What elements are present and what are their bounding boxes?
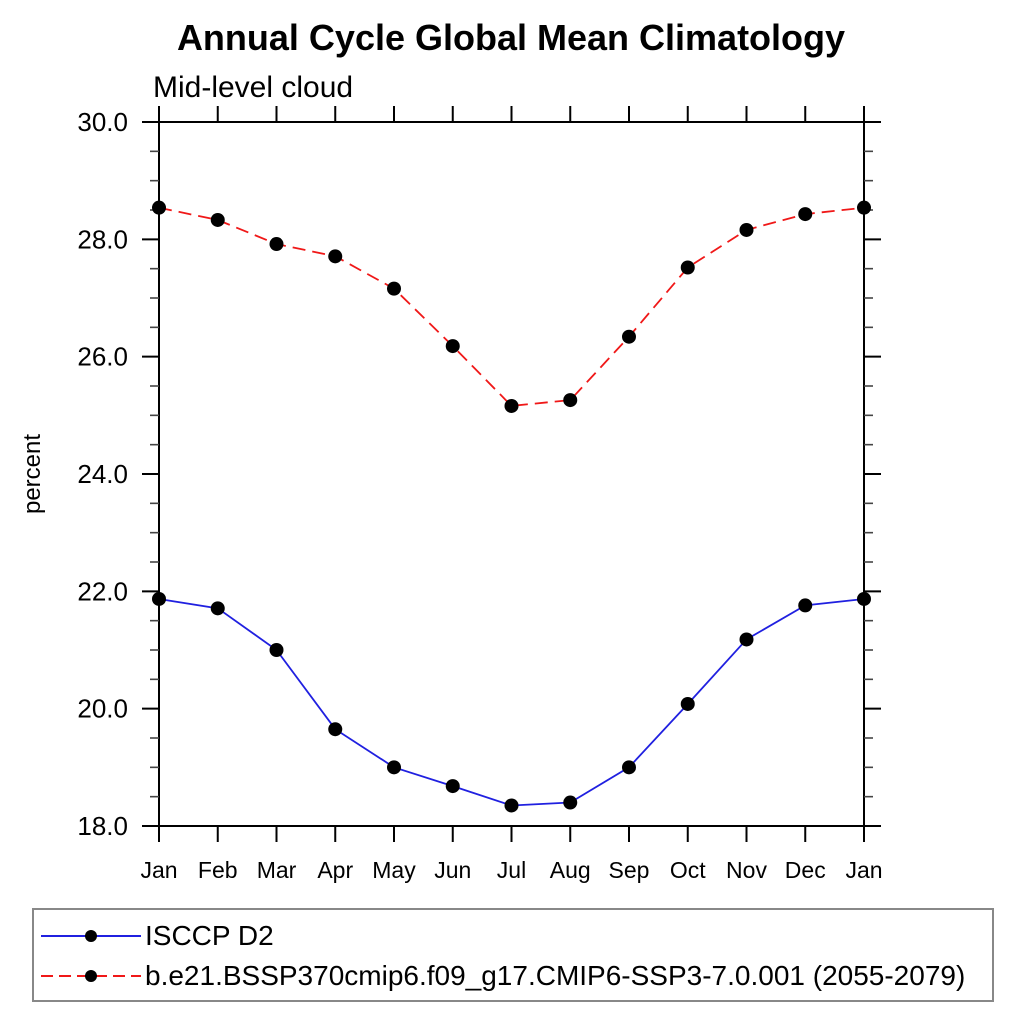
data-point-marker xyxy=(445,779,460,794)
x-tick-label: Apr xyxy=(317,857,353,883)
data-point-marker xyxy=(152,200,166,215)
data-point-marker xyxy=(387,281,401,296)
data-point-marker xyxy=(504,398,519,413)
y-axis-label: percent xyxy=(19,434,46,514)
x-tick-label: Jul xyxy=(497,857,526,883)
data-point-marker xyxy=(857,200,871,215)
legend-label: ISCCP D2 xyxy=(145,920,274,951)
axis-frame xyxy=(158,121,865,827)
y-tick-label: 22.0 xyxy=(77,576,128,606)
x-tick-label: Oct xyxy=(670,857,706,883)
legend-item: ISCCP D2 xyxy=(39,922,274,950)
x-tick-label: Mar xyxy=(257,857,297,883)
legend: ISCCP D2 b.e21.BSSP370cmip6.f09_g17.CMIP… xyxy=(32,908,994,1002)
legend-marker xyxy=(85,970,97,982)
x-tick-label: Feb xyxy=(198,857,238,883)
x-tick-label: Jun xyxy=(434,857,471,883)
data-point-marker xyxy=(504,798,519,813)
x-tick-label: Sep xyxy=(609,857,650,883)
y-tick-label: 18.0 xyxy=(77,811,128,841)
y-tick-label: 28.0 xyxy=(77,224,128,254)
data-point-marker xyxy=(210,212,225,227)
chart-subtitle: Mid-level cloud xyxy=(153,71,353,104)
legend-label: b.e21.BSSP370cmip6.f09_g17.CMIP6-SSP3-7.… xyxy=(145,960,966,991)
series-line-1 xyxy=(158,206,865,407)
data-point-marker xyxy=(328,249,343,264)
data-point-marker xyxy=(622,760,636,775)
x-tick-label: May xyxy=(372,857,416,883)
plot-area: Jan Feb Mar Apr May Jun Jul Aug Sep Oct Nov Dec Jan 1… xyxy=(77,106,883,883)
data-point-marker xyxy=(152,591,166,606)
chart-title: Annual Cycle Global Mean Climatology xyxy=(177,17,845,58)
legend-sample-0 xyxy=(41,930,141,942)
series-line-0 xyxy=(158,598,865,807)
data-point-marker xyxy=(387,760,401,775)
y-tick-label: 30.0 xyxy=(77,107,128,137)
x-tick-label: Nov xyxy=(726,857,767,883)
legend-sample-1 xyxy=(41,970,141,982)
x-tick-label: Jan xyxy=(140,857,177,883)
data-point-marker xyxy=(739,632,754,647)
data-point-marker xyxy=(269,643,284,657)
data-point-marker xyxy=(445,339,460,354)
data-point-marker xyxy=(563,795,578,810)
data-point-marker xyxy=(269,237,284,252)
data-point-marker xyxy=(622,329,636,344)
data-point-marker xyxy=(328,722,343,737)
x-tick-label: Dec xyxy=(785,857,826,883)
legend-item: b.e21.BSSP370cmip6.f09_g17.CMIP6-SSP3-7.… xyxy=(39,962,965,990)
data-point-marker xyxy=(210,601,225,616)
data-point-marker xyxy=(798,598,813,613)
y-tick-label: 26.0 xyxy=(77,342,128,372)
x-tick-label: Jan xyxy=(845,857,882,883)
data-point-marker xyxy=(680,696,695,711)
data-point-marker xyxy=(857,591,871,606)
data-point-marker xyxy=(798,207,813,222)
data-point-marker xyxy=(563,393,578,408)
legend-marker xyxy=(85,930,97,942)
y-tick-label: 20.0 xyxy=(77,694,128,724)
y-tick-label: 24.0 xyxy=(77,459,128,489)
climatology-line-chart: Annual Cycle Global Mean Climatology Mid… xyxy=(19,17,883,883)
data-point-marker xyxy=(739,222,754,237)
x-tick-label: Aug xyxy=(550,857,591,883)
data-point-marker xyxy=(680,260,695,275)
